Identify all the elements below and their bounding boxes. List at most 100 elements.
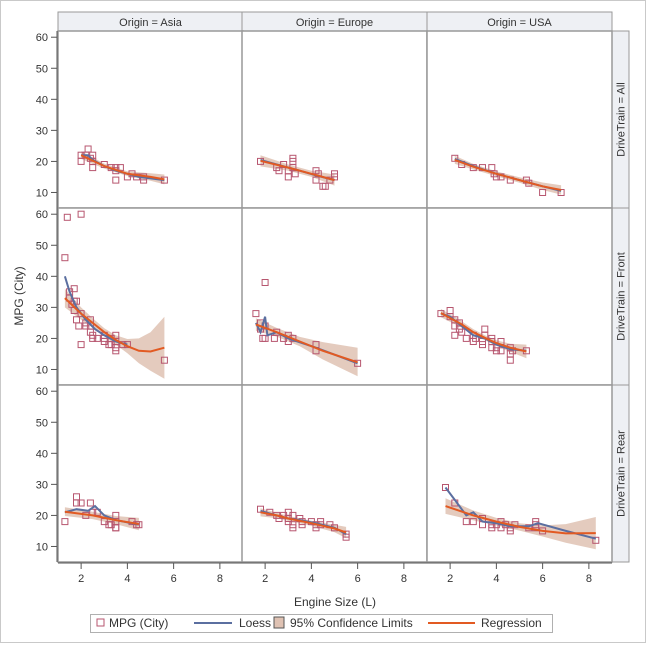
data-point [506, 527, 514, 535]
y-tick-label: 40 [36, 271, 48, 283]
y-tick-label: 50 [36, 63, 48, 75]
legend-label-mpg-city: MPG (City) [109, 616, 168, 630]
data-point [112, 176, 120, 184]
row-header-label: DriveTrain = All [616, 82, 628, 156]
confidence-band [64, 288, 165, 379]
data-point [112, 347, 120, 355]
data-point [89, 164, 97, 172]
data-point [479, 341, 486, 349]
data-point [89, 334, 97, 342]
y-tick-label: 20 [36, 333, 48, 345]
data-point [77, 310, 85, 318]
regression-line [64, 510, 140, 526]
panel [241, 30, 428, 209]
x-tick-label: 4 [308, 573, 314, 585]
data-point [160, 356, 168, 364]
data-point [77, 210, 85, 218]
legend-label-confidence: 95% Confidence Limits [290, 616, 413, 630]
data-point [112, 524, 120, 532]
data-point [61, 254, 69, 262]
data-point [75, 322, 83, 330]
panel-frame [57, 384, 244, 563]
data-point [462, 518, 470, 526]
panel [57, 384, 244, 563]
x-tick-label: 4 [493, 573, 499, 585]
panel-frame [57, 30, 244, 209]
column-header-label: Origin = Asia [119, 17, 183, 29]
x-tick-label: 6 [355, 573, 361, 585]
panel [57, 207, 244, 386]
legend-band-swatch [273, 616, 285, 629]
regression-line [255, 323, 358, 364]
data-point [77, 341, 85, 349]
data-point [592, 536, 600, 544]
data-point [289, 524, 297, 532]
confidence-band [255, 318, 358, 377]
regression-line [80, 154, 165, 181]
panel [426, 384, 613, 563]
data-point [280, 161, 288, 168]
data-point [442, 484, 449, 491]
x-tick-label: 2 [447, 573, 453, 585]
y-tick-label: 40 [36, 94, 48, 106]
x-tick-label: 2 [262, 573, 268, 585]
data-point [257, 505, 264, 513]
loess-line [444, 486, 597, 540]
data-point [354, 359, 362, 367]
data-point [261, 279, 269, 286]
row-header-label: DriveTrain = Rear [616, 430, 628, 517]
data-point [539, 189, 547, 196]
data-point [289, 154, 297, 162]
legend: MPG (City) Loess 95% Confidence Limits R… [90, 614, 553, 633]
data-point [458, 328, 466, 336]
data-point [77, 157, 85, 165]
y-tick-label: 10 [36, 364, 48, 376]
data-point [275, 167, 283, 175]
legend-marker-swatch [96, 618, 105, 627]
y-tick-label: 10 [36, 541, 48, 553]
column-header-label: Origin = Europe [296, 17, 373, 29]
data-point [261, 334, 269, 342]
regression-line [445, 505, 596, 535]
x-tick-label: 8 [586, 573, 592, 585]
confidence-band [445, 498, 596, 550]
data-point [321, 182, 329, 190]
y-tick-label: 50 [36, 240, 48, 252]
x-tick-label: 8 [401, 573, 407, 585]
legend-label-regression: Regression [481, 616, 542, 630]
column-header-label: Origin = USA [487, 17, 552, 29]
data-point [252, 310, 260, 318]
row-header-label: DriveTrain = Front [616, 252, 628, 341]
y-tick-label: 40 [36, 448, 48, 460]
x-tick-label: 4 [124, 573, 130, 585]
data-point [342, 533, 350, 541]
y-axis-label: MPG (City) [12, 266, 26, 325]
data-point [70, 285, 78, 293]
panel [426, 30, 613, 209]
regression-line [64, 297, 165, 353]
data-point [469, 518, 477, 526]
data-point [284, 173, 292, 181]
data-point [61, 518, 69, 526]
data-point [506, 356, 514, 364]
data-point [89, 151, 97, 159]
data-point [73, 499, 80, 507]
x-tick-label: 6 [540, 573, 546, 585]
legend-label-loess: Loess [239, 616, 271, 630]
data-point [93, 334, 101, 342]
data-point [451, 154, 459, 162]
panel [241, 207, 428, 386]
regression-line [260, 511, 347, 534]
data-point [291, 170, 299, 178]
y-tick-label: 30 [36, 302, 48, 314]
panel [57, 30, 244, 209]
data-point [84, 145, 92, 153]
y-tick-label: 30 [36, 479, 48, 491]
y-tick-label: 60 [36, 32, 48, 44]
regression-line [260, 159, 335, 182]
x-axis-label: Engine Size (L) [294, 595, 376, 609]
data-point [497, 347, 505, 355]
loess-line [63, 276, 128, 346]
